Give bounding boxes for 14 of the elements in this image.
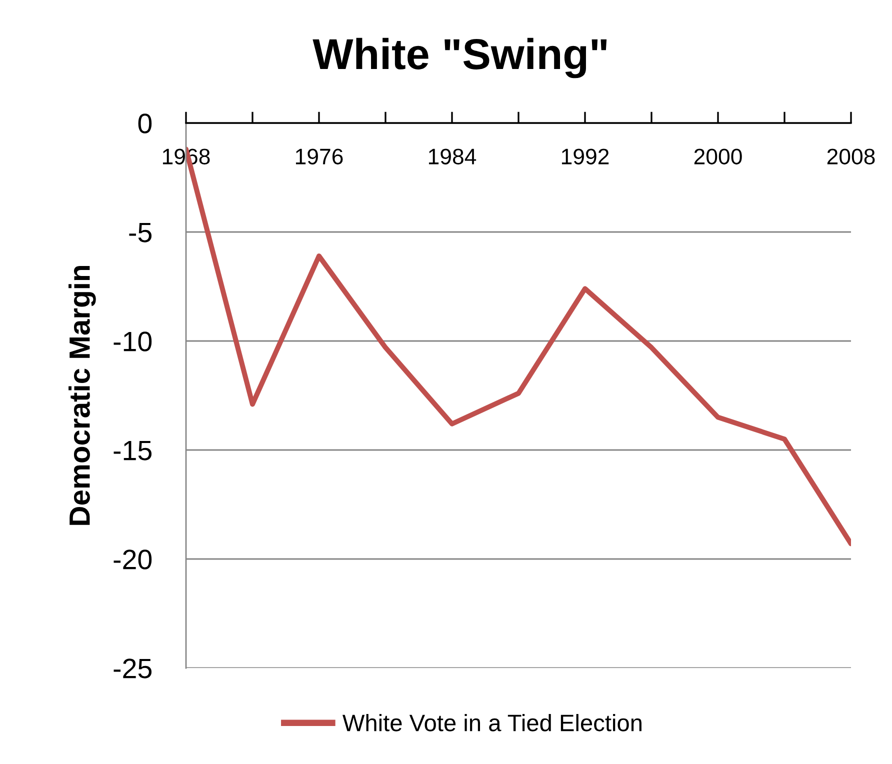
x-tick-label: 1984 bbox=[428, 148, 476, 164]
chart-title: White "Swing" bbox=[312, 38, 607, 78]
x-tick-label: 1992 bbox=[562, 148, 609, 164]
y-tick-label: 0 bbox=[138, 114, 152, 134]
x-tick-label: 1976 bbox=[296, 148, 343, 164]
y-tick-label: -10 bbox=[114, 332, 152, 352]
x-tick-label: 2008 bbox=[827, 148, 875, 164]
x-tick-label: 2000 bbox=[694, 148, 742, 164]
y-tick-label: -15 bbox=[114, 440, 152, 460]
y-tick-label: -25 bbox=[114, 658, 152, 678]
y-tick-label: -5 bbox=[129, 222, 152, 242]
y-tick-label: -20 bbox=[114, 550, 152, 570]
legend-label: White Vote in a Tied Election bbox=[342, 714, 642, 732]
y-axis-title: Democratic Margin bbox=[68, 266, 96, 525]
